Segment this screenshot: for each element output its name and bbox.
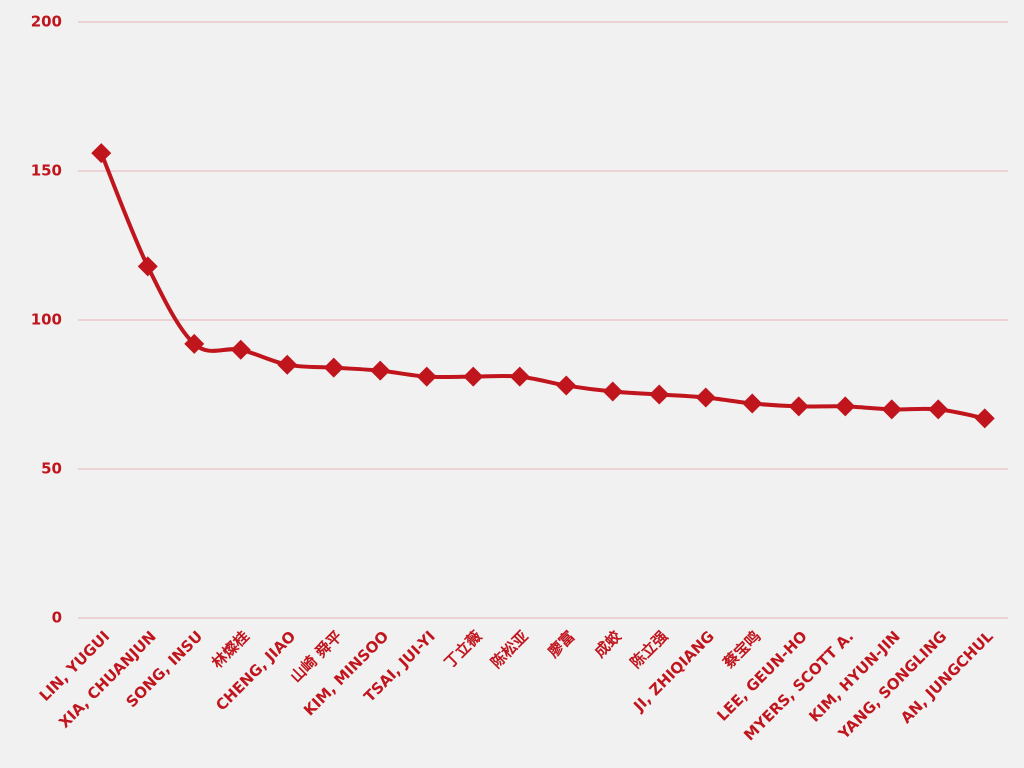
marker — [416, 366, 437, 387]
marker — [928, 399, 949, 420]
x-tick-label: 陈松亚 — [487, 627, 532, 672]
marker — [509, 366, 530, 387]
marker — [974, 408, 995, 429]
y-tick-label: 100 — [31, 311, 62, 329]
marker — [463, 366, 484, 387]
marker — [137, 256, 158, 277]
x-tick-label: 林燦桂 — [208, 627, 253, 672]
x-tick-label: 丁立薇 — [441, 627, 486, 672]
line — [99, 152, 986, 421]
marker — [835, 396, 856, 417]
y-tick-label: 50 — [41, 460, 62, 478]
x-tick-label: KIM, MINSOO — [300, 627, 392, 719]
x-tick-label: 廖富 — [544, 627, 578, 661]
x-tick-label: 成蛟 — [591, 627, 625, 661]
marker — [602, 381, 623, 402]
marker — [881, 399, 902, 420]
x-tick-label: CHENG, JIAO — [212, 627, 299, 714]
marker — [230, 339, 251, 360]
marker — [91, 143, 112, 164]
x-tick-label: 陈立强 — [627, 627, 672, 672]
marker — [277, 354, 298, 375]
marker — [788, 396, 809, 417]
marker — [649, 384, 670, 405]
marker — [323, 357, 344, 378]
marker — [556, 375, 577, 396]
x-tick-label: 蔡宝鸣 — [719, 627, 764, 672]
marker — [695, 387, 716, 408]
x-tick-label: JI, ZHIQIANG — [629, 627, 717, 715]
y-tick-label: 150 — [31, 162, 62, 180]
y-tick-label: 0 — [52, 609, 62, 627]
marker — [184, 333, 205, 354]
marker — [742, 393, 763, 414]
y-tick-label: 200 — [31, 13, 62, 31]
marker — [370, 360, 391, 381]
